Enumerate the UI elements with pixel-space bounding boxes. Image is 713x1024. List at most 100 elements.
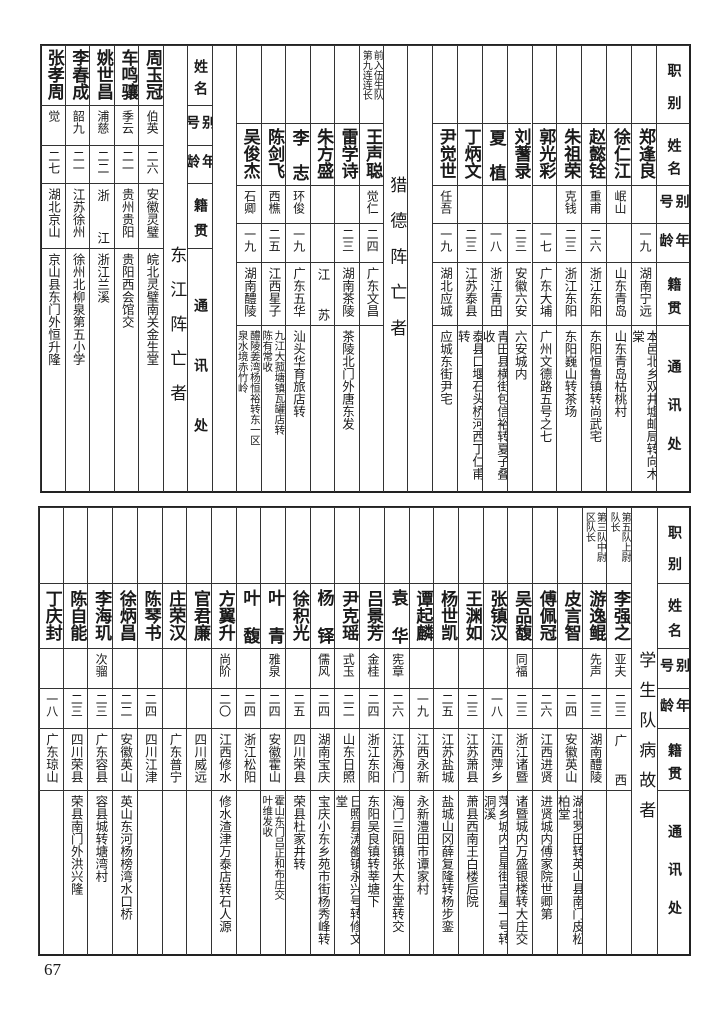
person-name: 刘蓍录 [506,123,532,185]
person-native-place-text: 广东文昌 [364,267,380,317]
person-age-text: 一八 [489,693,504,717]
person-name-text: 朱方盛 [313,128,334,179]
person-address-text: 六安城内 [512,330,528,380]
header-age-text: 年龄 [657,232,690,247]
section-title: 猎德阵亡者 [383,45,407,492]
person-age: 二三 [456,223,482,262]
person-name-text: 夏植 [485,129,506,181]
person-age-text: 二三 [613,693,628,717]
person-age-text: 二四 [242,693,257,717]
person-address: 湖北罗田转英山县南门皮松柏堂 [556,790,582,955]
person-age-text: 二四 [267,693,282,717]
person-native-place: 广东普宁 [161,728,187,790]
person-position-text: 第五队上尉 队长 [608,512,631,562]
person-native-place: 浙江松阳 [235,728,261,790]
person-alias-text: 觉 [46,110,61,122]
person-position [136,507,162,583]
person-alias: 式玉 [334,648,360,688]
person-native-place-text: 湖南醴陵 [587,733,603,783]
person-address-text: 浙江兰溪 [95,253,111,303]
person-name: 庄荣汉 [161,583,187,648]
header-name: 姓名 [187,45,212,105]
person-age-text: 二三 [514,693,529,717]
person-position [62,507,88,583]
person-alias-text: 岷山 [613,190,628,214]
person-native-place-text: 浙江东阳 [562,267,578,317]
person-name: 徐积光 [285,583,310,648]
person-age: 二六 [532,688,557,728]
person-name-text: 李海玑 [91,589,112,641]
person-age: 一九 [285,223,310,262]
person-address: 应城东街尹宅 [431,325,457,492]
person-age: 二六 [581,223,607,262]
person-age-text: 一九 [242,228,257,252]
person-name: 吕景芳 [359,583,384,648]
person-age-text: 二四 [143,693,158,717]
person-native-place-text: 四川荣县 [68,733,84,783]
person-address-text: 海门三阳镇张大生堂转交 [389,795,405,933]
person-alias [161,648,187,688]
header-age-text: 年龄 [658,697,690,712]
person-name-text: 张镇汉 [486,589,507,641]
person-name-text: 郭光彩 [535,128,556,179]
header-alias: 别号 [657,648,690,688]
person-address-text: 泰县口堰石头桥河西丁仁甫转 [456,330,482,480]
person-age-text: 一九 [415,693,430,717]
person-native-place-text: 江西萍乡 [488,733,504,783]
person-position [458,507,483,583]
person-age: 一七 [531,223,557,262]
person-age: 二三 [581,688,607,728]
header-native-place-text: 籍贯 [666,742,683,780]
person-alias-text: 石卿 [242,190,257,214]
person-name: 李强之 [606,583,631,648]
person-age: 二四 [358,223,383,262]
person-address: 日照县涛雒镇永兴号转修文堂 [334,790,360,955]
header-age: 年龄 [656,223,690,262]
person-address: 永新澧田市谭家村 [408,790,434,955]
person-position [631,45,656,123]
person-native-place-text: 浙江东阳 [587,267,603,317]
person-name: 周玉冠 [138,45,163,105]
person-native-place: 广东容县 [87,728,113,790]
person-alias [456,185,482,223]
person-position [285,507,310,583]
person-alias [408,648,434,688]
person-alias-text: 尚阶 [217,653,232,677]
header-name-text: 姓名 [192,59,209,96]
person-address [161,790,187,955]
person-native-place: 四川荣县 [62,728,88,790]
person-age: 二三 [62,688,88,728]
person-position: 第三队中尉 区队长 [581,507,607,583]
person-age-text: 二六 [538,693,553,717]
person-position [186,507,211,583]
person-native-place-text: 江西星子 [266,267,282,317]
person-address: 皖北灵璧南关金生堂 [138,248,163,492]
person-name: 夏植 [481,123,507,185]
person-age-text: 二四 [365,693,380,717]
person-address-text: 广州文德路五号之七 [537,330,553,443]
person-name-text: 陈剑飞 [264,128,285,179]
person-age: 二一 [113,145,139,183]
person-name: 尹觉世 [431,123,457,185]
person-name: 谭起麟 [408,583,434,648]
person-native-place: 江西进贤 [532,728,557,790]
person-name-text: 王渊如 [461,589,482,641]
person-native-place: 江西萍乡 [482,728,508,790]
person-native-place-text: 江苏 [315,268,331,321]
person-address-text: 应城东街尹宅 [438,330,454,405]
person-native-place: 江苏萧县 [458,728,483,790]
person-name-text: 车鸣骧 [117,49,138,100]
section-title-text: 东江阵亡者 [166,246,187,401]
header-alias-text: 别号 [187,114,212,129]
person-address-text: 醴陵姜湾杨恒裕转东一区 泉水境赤竹岭 [236,330,261,446]
person-address-text: 东阳巍山转茶场 [562,330,578,418]
person-name-text: 尹觉世 [435,128,456,179]
person-position [285,45,310,123]
person-alias-text: 亚夫 [613,653,628,677]
person-native-place: 浙江 [89,183,114,248]
person-name-text: 李志 [288,129,309,181]
person-alias-text: 雅泉 [267,653,282,677]
person-alias [334,185,359,223]
person-position [334,507,360,583]
person-position [606,45,632,123]
